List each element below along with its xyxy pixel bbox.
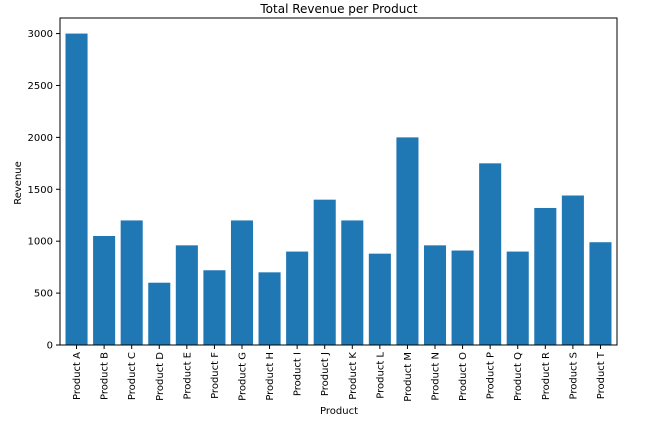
bar-product-l <box>368 253 391 345</box>
x-tick-label: Product R <box>541 352 552 400</box>
bar-product-p <box>479 163 502 345</box>
x-tick-label: Product P <box>486 352 497 399</box>
x-tick-label: Product O <box>458 352 469 401</box>
bar-product-s <box>561 195 584 345</box>
bar-product-d <box>148 282 171 345</box>
x-tick-label: Product H <box>265 352 276 401</box>
y-tick-label: 1500 <box>28 185 53 196</box>
bar-product-f <box>203 270 226 345</box>
x-axis: Product A Product B Product C Product D Prod… <box>72 345 607 402</box>
x-tick-label: Product C <box>127 352 138 400</box>
bar-product-k <box>341 220 364 345</box>
plot-layer <box>65 33 612 345</box>
bar-product-a <box>65 33 88 345</box>
y-tick-label: 2000 <box>28 133 53 144</box>
y-tick-label: 500 <box>34 289 53 300</box>
x-tick-label: Product B <box>100 352 111 400</box>
y-tick-label: 3000 <box>28 29 53 40</box>
bar-product-e <box>175 245 198 345</box>
x-tick-label: Product I <box>293 352 304 396</box>
x-tick-label: Product D <box>155 352 166 401</box>
x-tick-label: Product L <box>375 352 386 399</box>
y-axis: 0 500 1000 1500 2000 2500 3000 <box>28 29 60 352</box>
x-tick-label: Product T <box>596 351 607 399</box>
x-tick-label: Product M <box>403 352 414 402</box>
x-tick-label: Product F <box>210 352 221 399</box>
y-tick-label: 0 <box>47 341 53 352</box>
bar-product-j <box>313 199 336 345</box>
x-tick-label: Product J <box>320 352 331 396</box>
bar-product-t <box>589 242 612 345</box>
bar-product-b <box>93 236 116 345</box>
x-tick-label: Product S <box>568 352 579 400</box>
x-tick-label: Product N <box>431 352 442 401</box>
bar-product-r <box>534 207 557 345</box>
bar-product-h <box>258 272 281 345</box>
x-axis-label: Product <box>320 406 358 417</box>
x-tick-label: Product E <box>182 352 193 399</box>
x-tick-label: Product G <box>237 352 248 401</box>
bar-product-n <box>423 245 447 345</box>
y-tick-label: 1000 <box>28 237 53 248</box>
y-tick-label: 2500 <box>28 81 53 92</box>
bar-product-c <box>120 220 143 345</box>
x-tick-label: Product Q <box>513 352 524 401</box>
bar-product-g <box>230 220 254 345</box>
plot-frame <box>59 17 618 346</box>
y-axis-label: Revenue <box>13 161 24 205</box>
x-tick-label: Product K <box>348 352 359 400</box>
bar-product-q <box>506 251 529 345</box>
bar-product-m <box>396 137 419 345</box>
chart-title: Total Revenue per Product <box>259 2 418 16</box>
x-tick-label: Product A <box>72 352 83 400</box>
bar-product-o <box>451 250 474 345</box>
bar-product-i <box>286 251 309 345</box>
